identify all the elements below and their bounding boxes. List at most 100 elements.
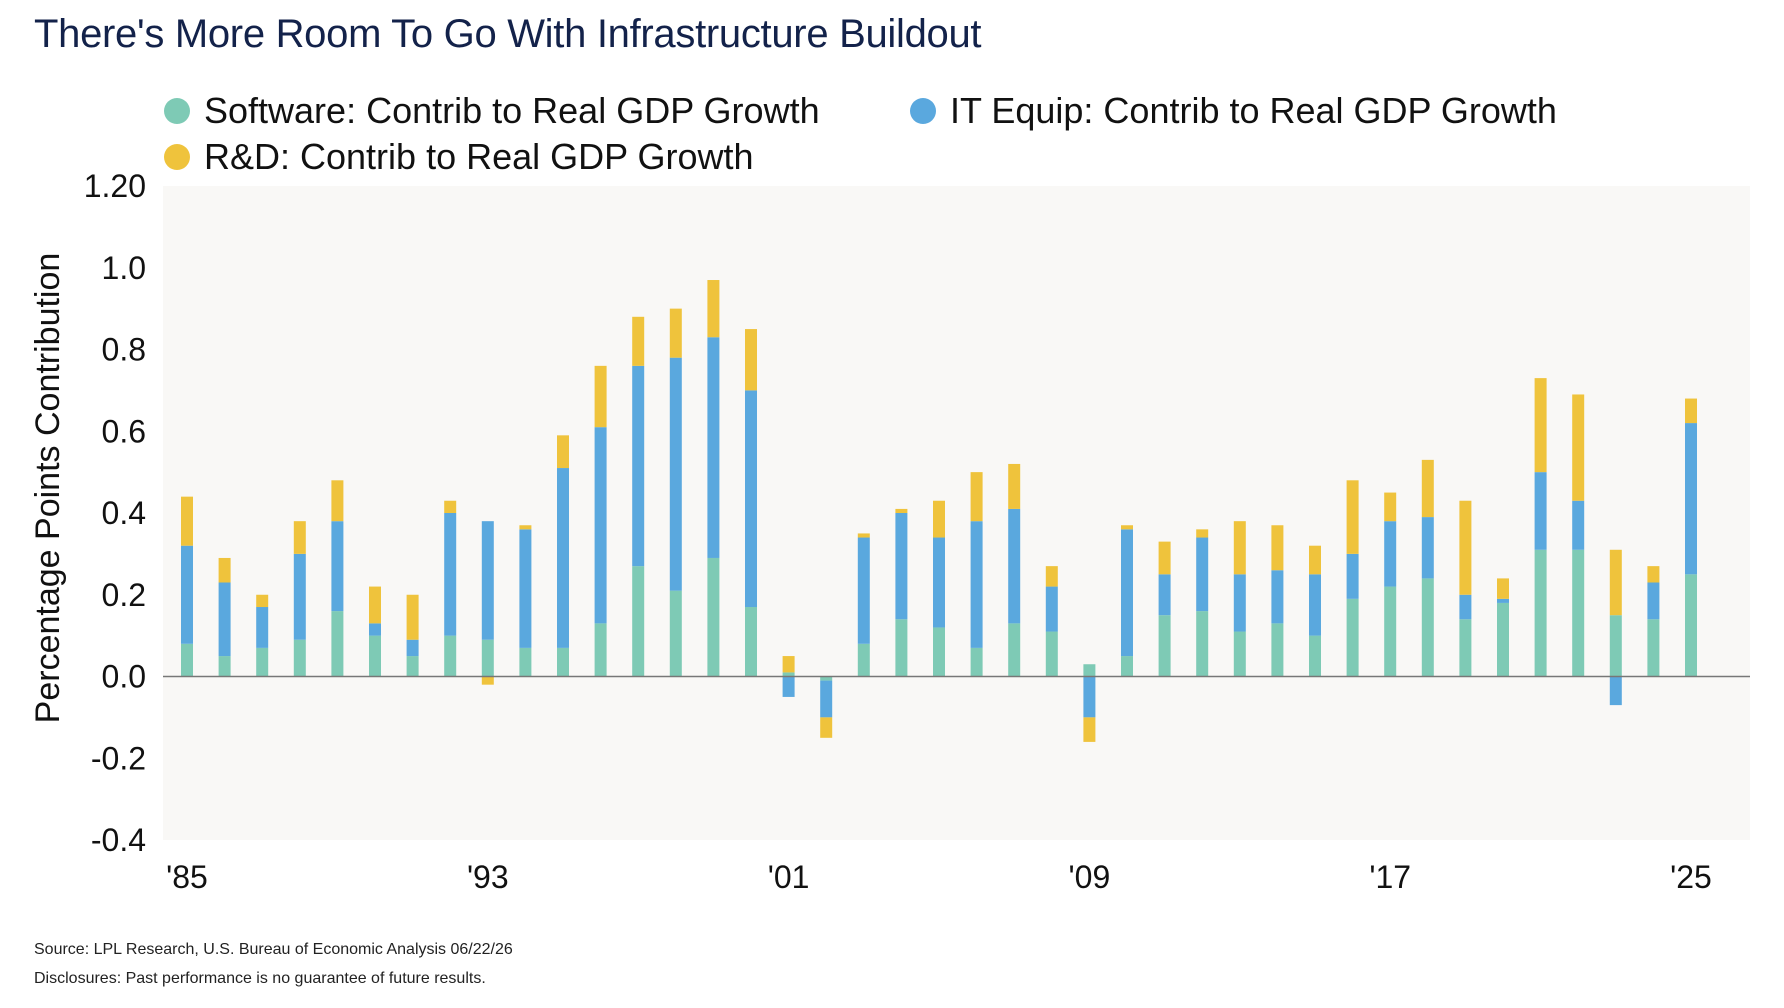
bar-software-2005 <box>933 627 945 677</box>
bar-rd-2018 <box>1421 459 1434 518</box>
bar-it-equip-2012 <box>1196 537 1209 612</box>
legend: Software: Contrib to Real GDP Growth IT … <box>0 0 1784 190</box>
y-tick-label: 1.0 <box>102 250 146 286</box>
legend-item-rd: R&D: Contrib to Real GDP Growth <box>164 136 754 178</box>
legend-label-software: Software: Contrib to Real GDP Growth <box>204 90 820 131</box>
bar-it-equip-2007 <box>1008 508 1021 624</box>
source-note: Source: LPL Research, U.S. Bureau of Eco… <box>34 941 513 958</box>
legend-item-software: Software: Contrib to Real GDP Growth <box>164 90 820 132</box>
plot-area <box>163 186 1750 840</box>
x-tick-label: '09 <box>1069 859 1111 895</box>
bar-it-equip-1992 <box>444 513 457 636</box>
bar-rd-1988 <box>293 521 306 554</box>
bar-rd-1985 <box>181 496 193 546</box>
bar-it-equip-1995 <box>557 468 569 648</box>
bar-it-equip-1996 <box>594 427 607 624</box>
bar-software-1987 <box>256 647 269 677</box>
bar-rd-2020 <box>1497 578 1509 599</box>
bar-it-equip-2020 <box>1497 598 1509 603</box>
bar-rd-2005 <box>933 500 945 538</box>
x-tick-label: '01 <box>768 859 810 895</box>
bar-software-1991 <box>406 656 419 677</box>
bar-it-equip-1993 <box>481 521 494 640</box>
bar-rd-1991 <box>406 594 419 640</box>
bar-rd-1997 <box>632 316 645 366</box>
bar-rd-2023 <box>1609 549 1622 616</box>
legend-label-it-equip: IT Equip: Contrib to Real GDP Growth <box>950 90 1557 131</box>
disclosure-note: Disclosures: Past performance is no guar… <box>34 970 486 987</box>
bar-rd-2013 <box>1233 521 1246 575</box>
bar-it-equip-2021 <box>1534 472 1547 550</box>
bar-rd-2008 <box>1045 566 1058 587</box>
bar-software-2013 <box>1233 631 1246 677</box>
bar-rd-2007 <box>1008 463 1021 509</box>
bar-software-1999 <box>707 557 720 677</box>
bar-software-1985 <box>181 643 193 677</box>
bar-software-2006 <box>970 647 983 677</box>
bar-it-equip-2010 <box>1121 529 1133 657</box>
bar-it-equip-1985 <box>181 545 193 644</box>
bar-it-equip-2022 <box>1572 500 1585 550</box>
bar-rd-2025 <box>1685 398 1697 424</box>
bar-software-1993 <box>481 639 494 677</box>
y-tick-label: 0.8 <box>102 332 146 368</box>
legend-swatch-it-equip <box>910 98 936 124</box>
bar-software-2022 <box>1572 549 1585 677</box>
bar-software-2009 <box>1083 664 1096 677</box>
bar-software-1990 <box>369 635 381 677</box>
bar-it-equip-1987 <box>256 607 269 648</box>
bar-software-2011 <box>1158 615 1171 677</box>
bar-it-equip-2023 <box>1609 676 1622 706</box>
legend-item-it-equip: IT Equip: Contrib to Real GDP Growth <box>910 90 1557 132</box>
bar-rd-1996 <box>594 365 607 428</box>
bar-it-equip-1990 <box>369 623 381 636</box>
bar-it-equip-2015 <box>1309 574 1321 636</box>
x-tick-label: '93 <box>467 859 509 895</box>
y-axis-ticks: -0.4 -0.2 0.0 0.2 0.4 0.6 0.8 1.0 1.20 <box>84 168 146 858</box>
y-tick-label: -0.4 <box>91 822 146 858</box>
bar-it-equip-2000 <box>745 390 757 608</box>
legend-label-rd: R&D: Contrib to Real GDP Growth <box>204 136 754 177</box>
bar-software-2017 <box>1384 586 1397 677</box>
bar-rd-2015 <box>1309 545 1321 575</box>
bar-it-equip-2005 <box>933 537 945 628</box>
x-tick-label: '25 <box>1670 859 1712 895</box>
x-tick-label: '17 <box>1369 859 1411 895</box>
x-tick-label: '85 <box>166 859 208 895</box>
bar-software-2000 <box>745 607 757 677</box>
bar-software-2014 <box>1271 623 1284 677</box>
y-tick-label: 0.6 <box>102 413 146 449</box>
bar-it-equip-2004 <box>895 513 908 620</box>
bar-it-equip-2014 <box>1271 570 1284 624</box>
bar-software-2021 <box>1534 549 1547 677</box>
bar-software-2016 <box>1346 598 1359 677</box>
y-tick-label: 0.2 <box>102 577 146 613</box>
bar-it-equip-2025 <box>1685 423 1697 575</box>
bar-rd-2004 <box>895 508 908 513</box>
bar-it-equip-2016 <box>1346 553 1359 599</box>
bar-it-equip-2008 <box>1045 586 1058 632</box>
bar-software-2015 <box>1309 635 1321 677</box>
bar-software-2023 <box>1609 615 1622 677</box>
bar-it-equip-1991 <box>406 639 419 657</box>
bar-it-equip-2017 <box>1384 521 1397 587</box>
bar-it-equip-2011 <box>1158 574 1171 616</box>
bar-rd-2017 <box>1384 492 1397 522</box>
bar-rd-2012 <box>1196 529 1209 538</box>
bar-rd-2022 <box>1572 394 1585 501</box>
bar-it-equip-2003 <box>857 537 870 644</box>
bar-rd-2019 <box>1459 500 1472 595</box>
bar-software-2012 <box>1196 611 1209 677</box>
bar-software-2024 <box>1647 619 1660 677</box>
x-axis-ticks: '85 '93 '01 '09 '17 '25 <box>166 859 1712 895</box>
bar-software-2007 <box>1008 623 1021 677</box>
chart-title: There's More Room To Go With Infrastruct… <box>34 12 982 56</box>
bar-software-2010 <box>1121 656 1133 677</box>
bar-rd-1998 <box>669 308 682 358</box>
bar-rd-2010 <box>1121 525 1133 530</box>
bar-rd-2011 <box>1158 541 1171 575</box>
bar-it-equip-1988 <box>293 553 306 640</box>
bar-software-1988 <box>293 639 306 677</box>
bar-rd-1993 <box>481 676 494 685</box>
bar-software-1992 <box>444 635 457 677</box>
